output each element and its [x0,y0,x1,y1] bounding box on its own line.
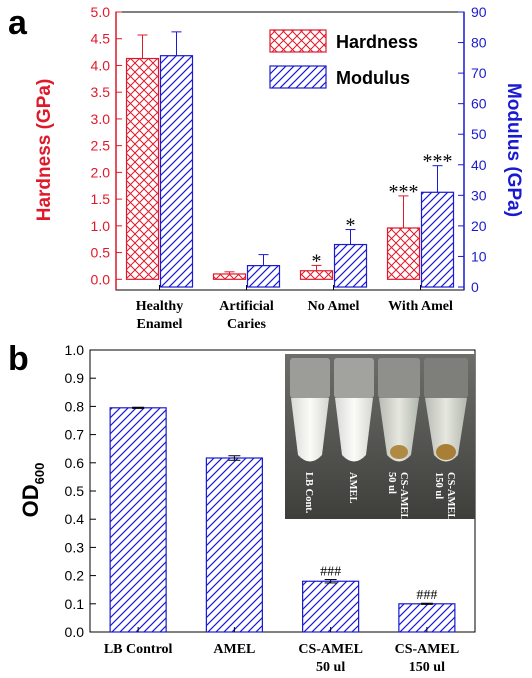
right-tick-label: 20 [471,218,487,234]
right-tick-label: 40 [471,157,487,173]
bar-modulus-artificial-caries [246,265,281,288]
panel-b-bars: ### ### [109,406,456,633]
legend-swatch-modulus [269,65,327,89]
right-tick-label: 90 [471,4,487,20]
tick-label: 0.9 [65,370,85,386]
tick-label: 0.6 [65,455,85,471]
tick-label: 1.0 [65,342,85,358]
panel-a-axes: 0.0 0.5 1.0 1.5 2.0 2.5 3.0 3.5 4.0 4.5 5.0 0 10 20 3… [34,4,524,332]
bar-modulus-no-amel [333,243,368,288]
bar-hardness-with-amel [386,227,421,280]
tick-label: 0.1 [65,596,85,612]
tick-label: 0.7 [65,427,85,443]
photo-label-cs-amel-150-ul: CS-AMEL150 ul [433,472,456,520]
tube-1 [290,358,330,462]
panel-a-right-ticks: 0 10 20 30 40 50 60 70 80 90 [458,4,487,295]
category-label-cs-amel-50-ul: CS-AMEL 50 ul [298,642,363,675]
legend-label-hardness: Hardness [336,32,418,52]
panel-b-ylabel: OD600 [18,463,47,518]
legend-label-modulus: Modulus [336,68,410,88]
category-label-cs-amel-150-ul: CS-AMEL 150 ul [395,642,460,675]
significance-modulus: * [346,215,356,237]
bar-modulus-with-amel [420,191,455,288]
bar-hardness-healthy-enamel [125,57,160,280]
tube-4 [424,358,468,462]
category-label-with-amel: With Amel [388,299,453,314]
category-label-healthy-enamel: Healthy Enamel [136,299,183,332]
panel-a-ylabel-right: Modulus (GPa) [503,83,524,217]
right-tick-label: 70 [471,65,487,81]
tube-2 [334,358,374,462]
category-label-artificial-caries: Artificial Caries [219,299,274,332]
panel-b-ticks: 0.0 0.1 0.2 0.3 0.4 0.5 0.6 0.7 0.8 0.9 1.0 [65,342,96,640]
bar-modulus-healthy-enamel [159,55,194,288]
legend-swatch-hardness [269,29,327,53]
left-tick-label: 4.0 [91,57,111,73]
left-tick-label: 2.0 [91,164,111,180]
left-tick-label: 3.0 [91,111,111,127]
panel-b-category-labels: LB Control AMEL CS-AMEL 50 ul CS-AMEL 150 ul [104,642,459,675]
left-tick-label: 1.5 [91,191,111,207]
right-tick-label: 50 [471,126,487,142]
right-tick-label: 60 [471,96,487,112]
significance-hardness: * [312,250,322,272]
panel-b-axes: 0.00.10.20.30.40.50.60.70.80.91.0 ######… [18,342,476,675]
right-tick-label: 0 [471,279,479,295]
significance-cs-amel-50-ul: ### [320,565,341,580]
category-label-no-amel: No Amel [308,299,360,314]
tick-label: 0.0 [65,624,85,640]
panel-a-legend: Hardness Modulus [269,29,418,89]
tick-label: 0.8 [65,398,85,414]
photo-label-amel: AMEL [347,472,358,504]
bar-cs-amel-50-ul [302,580,360,633]
tube-3 [378,358,420,462]
inset-photo-labels: LB Cont. AMEL CS-AMEL50 ul CS-AMEL150 ul [303,472,456,520]
category-label-amel: AMEL [213,642,255,657]
left-tick-label: 0.0 [91,271,111,287]
tick-label: 0.2 [65,568,85,584]
tick-label: 0.5 [65,483,85,499]
bar-amel [205,457,263,633]
right-tick-label: 30 [471,187,487,203]
left-tick-label: 3.5 [91,84,111,100]
bar-hardness-artificial-caries [212,273,247,280]
bar-lb-control [109,407,167,633]
panel-a-category-labels: Healthy Enamel Artificial Caries No Amel With… [136,299,453,332]
panel-letter-b: b [8,340,29,378]
left-tick-label: 0.5 [91,245,111,261]
photo-label-lb-cont: LB Cont. [303,472,314,514]
panel-a-ylabel: Hardness (GPa) [34,79,55,222]
left-tick-label: 5.0 [91,4,111,20]
inset-photo: LB Cont. AMEL CS-AMEL50 ul CS-AMEL150 ul [285,354,475,520]
significance-cs-amel-150-ul: ### [416,588,437,603]
panel-a-bars: ******** [125,31,455,290]
right-tick-label: 10 [471,248,487,264]
significance-modulus: *** [423,151,453,173]
left-tick-label: 4.5 [91,31,111,47]
category-label-lb-control: LB Control [104,642,173,657]
left-tick-label: 1.0 [91,218,111,234]
significance-hardness: *** [389,181,419,203]
tick-label: 0.4 [65,511,85,527]
right-tick-label: 80 [471,35,487,51]
panel-a-left-ticks: 0.0 0.5 1.0 1.5 2.0 2.5 3.0 3.5 4.0 4.5 5.0 [91,4,122,287]
tick-label: 0.3 [65,539,85,555]
left-tick-label: 2.5 [91,138,111,154]
photo-label-cs-amel-50-ul: CS-AMEL50 ul [386,472,409,520]
panel-letter-a: a [8,4,28,42]
